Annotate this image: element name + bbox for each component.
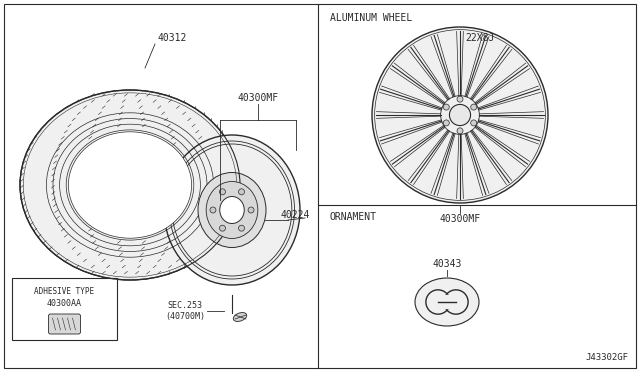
Ellipse shape bbox=[248, 207, 254, 213]
Text: 40224: 40224 bbox=[280, 210, 310, 220]
Circle shape bbox=[470, 120, 477, 126]
Ellipse shape bbox=[220, 196, 244, 224]
Text: ADHESIVE TYPE: ADHESIVE TYPE bbox=[35, 286, 95, 295]
Circle shape bbox=[470, 104, 477, 110]
FancyBboxPatch shape bbox=[49, 314, 81, 334]
Circle shape bbox=[372, 27, 548, 203]
Ellipse shape bbox=[206, 182, 258, 238]
Ellipse shape bbox=[415, 278, 479, 326]
Ellipse shape bbox=[68, 132, 191, 238]
Text: SEC.253: SEC.253 bbox=[168, 301, 202, 311]
Text: ALUMINUM WHEEL: ALUMINUM WHEEL bbox=[330, 13, 412, 23]
Text: 40312: 40312 bbox=[157, 33, 187, 43]
Ellipse shape bbox=[220, 225, 225, 231]
Ellipse shape bbox=[210, 207, 216, 213]
Ellipse shape bbox=[239, 225, 244, 231]
Text: 40300AA: 40300AA bbox=[47, 299, 82, 308]
Text: 22X8J: 22X8J bbox=[465, 33, 495, 43]
Text: 40343: 40343 bbox=[432, 259, 461, 269]
Circle shape bbox=[457, 96, 463, 102]
Text: (40700M): (40700M) bbox=[165, 311, 205, 321]
Ellipse shape bbox=[234, 312, 246, 321]
Ellipse shape bbox=[198, 173, 266, 247]
Circle shape bbox=[444, 104, 449, 110]
Text: 40300MF: 40300MF bbox=[440, 214, 481, 224]
Text: ORNAMENT: ORNAMENT bbox=[330, 212, 377, 222]
Circle shape bbox=[449, 105, 470, 126]
Ellipse shape bbox=[164, 135, 300, 285]
Bar bbox=[12, 278, 117, 340]
Ellipse shape bbox=[20, 90, 240, 280]
Ellipse shape bbox=[437, 295, 456, 309]
Ellipse shape bbox=[220, 189, 225, 195]
Circle shape bbox=[444, 120, 449, 126]
Ellipse shape bbox=[239, 189, 244, 195]
Text: J43302GF: J43302GF bbox=[585, 353, 628, 362]
Circle shape bbox=[457, 128, 463, 134]
Text: 40300MF: 40300MF bbox=[237, 93, 278, 103]
